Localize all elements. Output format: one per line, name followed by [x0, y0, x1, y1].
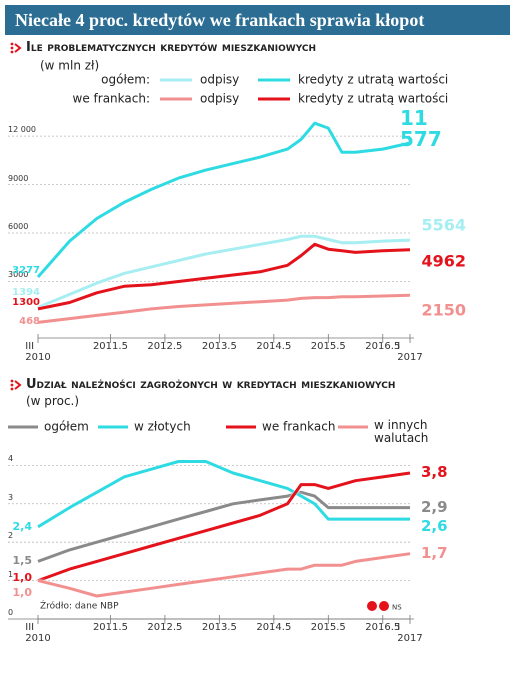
- legend-label: kredyty z utratą wartości: [298, 91, 449, 106]
- value-label: 3277: [12, 264, 40, 276]
- series-line: [37, 490, 410, 563]
- value-label: 468: [19, 316, 40, 328]
- value-label: 1,5: [12, 554, 33, 568]
- credit-logo: [367, 601, 389, 611]
- chart-title: Udział należności zagrożonych w kredytac…: [26, 376, 396, 392]
- series-line: [36, 121, 411, 278]
- x-tick-label: I 2017: [397, 341, 423, 363]
- value-label: 2150: [421, 300, 466, 320]
- legend-label: odpisy: [200, 91, 240, 106]
- value-label: 11 577: [400, 105, 442, 151]
- legend-label: w innych walutach: [374, 418, 429, 445]
- value-label: 1394: [12, 287, 40, 299]
- series-line: [37, 242, 411, 311]
- legend-group: we frankach:: [72, 91, 150, 106]
- y-tick-label: 3: [8, 492, 14, 502]
- x-tick-label: III 2010: [25, 341, 51, 363]
- chart-title: Ile problematycznych kredytów mieszkanio…: [26, 40, 317, 56]
- series-line: [37, 552, 411, 598]
- value-label: 2,6: [421, 517, 448, 536]
- legend-label: we frankach: [262, 419, 336, 434]
- y-tick-label: 3000: [8, 270, 29, 280]
- x-tick-label: 2016.5: [365, 341, 401, 352]
- x-tick-label: 2011.5: [92, 622, 128, 633]
- x-tick-label: 2013.5: [201, 341, 237, 352]
- y-tick-label: 0: [8, 607, 14, 617]
- x-tick-label: 2012.5: [147, 341, 183, 352]
- y-tick-label: 2: [8, 530, 14, 540]
- x-tick-label: 2014.5: [256, 341, 292, 352]
- y-tick-label: 6000: [8, 221, 29, 231]
- chart-subtitle: (w proc.): [26, 393, 80, 408]
- x-tick-label: 2013.5: [201, 622, 237, 633]
- x-tick-label: 2011.5: [92, 341, 128, 352]
- x-tick-label: I 2017: [397, 622, 423, 644]
- legend-group: ogółem:: [101, 72, 150, 87]
- value-label: 1,0: [12, 585, 33, 599]
- value-label: 4962: [421, 251, 466, 271]
- source: Źródło: dane NBP: [40, 601, 119, 612]
- x-tick-label: 2016.5: [365, 622, 401, 633]
- series-line: [37, 234, 411, 309]
- header-title: Niecałe 4 proc. kredytów we frankach spr…: [5, 5, 510, 35]
- legend-label: ogółem: [44, 419, 89, 434]
- legend-label: kredyty z utratą wartości: [298, 72, 449, 87]
- x-tick-label: 2012.5: [147, 622, 183, 633]
- chart-subtitle: (w mln zł): [40, 58, 100, 73]
- legend-label: w złotych: [134, 419, 191, 434]
- y-tick-label: 9000: [8, 173, 29, 183]
- legend-label: odpisy: [200, 72, 240, 87]
- value-label: 1,0: [12, 570, 33, 584]
- value-label: 2,4: [12, 520, 33, 534]
- value-label: 3,8: [421, 463, 448, 482]
- y-tick-label: 12 000: [8, 124, 36, 134]
- credit: NS: [392, 603, 402, 612]
- series-line: [37, 293, 411, 324]
- y-tick-label: 4: [8, 454, 14, 464]
- title-marker: [10, 42, 22, 391]
- chart-heading: Udział należności zagrożonych w kredytac…: [26, 375, 406, 409]
- value-label: 2,9: [421, 497, 448, 516]
- y-tick-label: 1: [8, 569, 14, 579]
- value-label: 5564: [421, 215, 466, 235]
- x-tick-label: 2015.5: [310, 341, 346, 352]
- x-tick-label: III 2010: [25, 622, 51, 644]
- x-tick-label: 2014.5: [256, 622, 292, 633]
- value-label: 1300: [12, 296, 40, 308]
- series-line: [37, 460, 410, 529]
- value-label: 1,7: [421, 543, 448, 562]
- x-tick-label: 2015.5: [310, 622, 346, 633]
- series-line: [37, 471, 411, 583]
